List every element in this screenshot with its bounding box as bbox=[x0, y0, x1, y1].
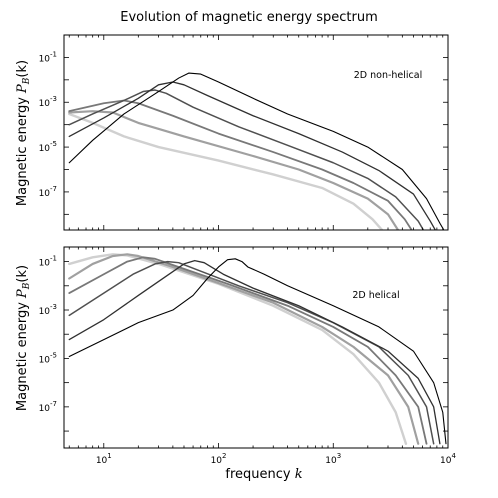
y-axis-label-argument: (k) bbox=[15, 60, 30, 78]
y-tick-label: 10-3 bbox=[39, 303, 57, 317]
series-line-5 bbox=[68, 259, 441, 445]
y-axis-label-top: Magnetic energy PB(k) bbox=[15, 60, 32, 206]
series-line-3 bbox=[68, 99, 413, 230]
x-axis-label-variable: k bbox=[295, 467, 303, 482]
series-line-3 bbox=[68, 256, 428, 445]
x-tick-label: 102 bbox=[211, 452, 227, 466]
panel-annotation: 2D non-helical bbox=[354, 70, 423, 81]
x-tick-label: 101 bbox=[96, 452, 112, 466]
series-line-2 bbox=[68, 253, 420, 445]
y-tick-label: 10-1 bbox=[39, 255, 57, 269]
tick-marks bbox=[64, 34, 449, 230]
y-axis-label-text: Magnetic energy bbox=[15, 93, 30, 206]
panel-top: 10-7 10-5 10-3 10-1 2D non-helical bbox=[39, 34, 449, 231]
series-line-1 bbox=[68, 112, 384, 230]
y-axis-label-variable: P bbox=[15, 84, 30, 94]
series-line-1 bbox=[68, 253, 408, 445]
y-axis-label-bottom: Magnetic energy PB(k) bbox=[15, 265, 32, 411]
y-tick-label: 10-7 bbox=[39, 185, 57, 199]
series-group bbox=[68, 253, 447, 445]
y-tick-label: 10-5 bbox=[39, 351, 57, 365]
y-tick-label: 10-5 bbox=[39, 140, 57, 154]
series-line-6 bbox=[68, 258, 447, 445]
y-tick-label: 10-1 bbox=[39, 50, 57, 64]
chart-title: Evolution of magnetic energy spectrum bbox=[120, 10, 377, 25]
y-axis-label-subscript: B bbox=[22, 282, 32, 290]
y-axis-label-argument: (k) bbox=[15, 265, 30, 283]
y-tick-label: 10-3 bbox=[39, 95, 57, 109]
tick-marks bbox=[64, 247, 449, 448]
y-tick-label: 10-7 bbox=[39, 400, 57, 414]
series-line-2 bbox=[68, 110, 400, 230]
series-line-4 bbox=[68, 260, 435, 445]
plot-frame bbox=[63, 34, 449, 231]
y-axis-label-subscript: B bbox=[22, 77, 32, 85]
y-axis-label-text: Magnetic energy bbox=[15, 298, 30, 411]
x-tick-label: 104 bbox=[440, 452, 456, 466]
panel-annotation: 2D helical bbox=[352, 290, 399, 301]
x-axis-label-text: frequency bbox=[225, 467, 294, 482]
series-line-4 bbox=[68, 89, 425, 230]
series-line-6 bbox=[68, 72, 445, 230]
x-tick-label: 103 bbox=[325, 452, 341, 466]
series-group bbox=[68, 72, 445, 230]
plot-frame bbox=[63, 246, 449, 449]
series-line-5 bbox=[68, 81, 437, 230]
panel-bottom: 10-7 10-5 10-3 10-1 101 102 103 104 2D helical bbox=[39, 246, 456, 466]
x-axis-label: frequency k bbox=[225, 467, 302, 482]
y-axis-label-variable: P bbox=[15, 289, 30, 299]
